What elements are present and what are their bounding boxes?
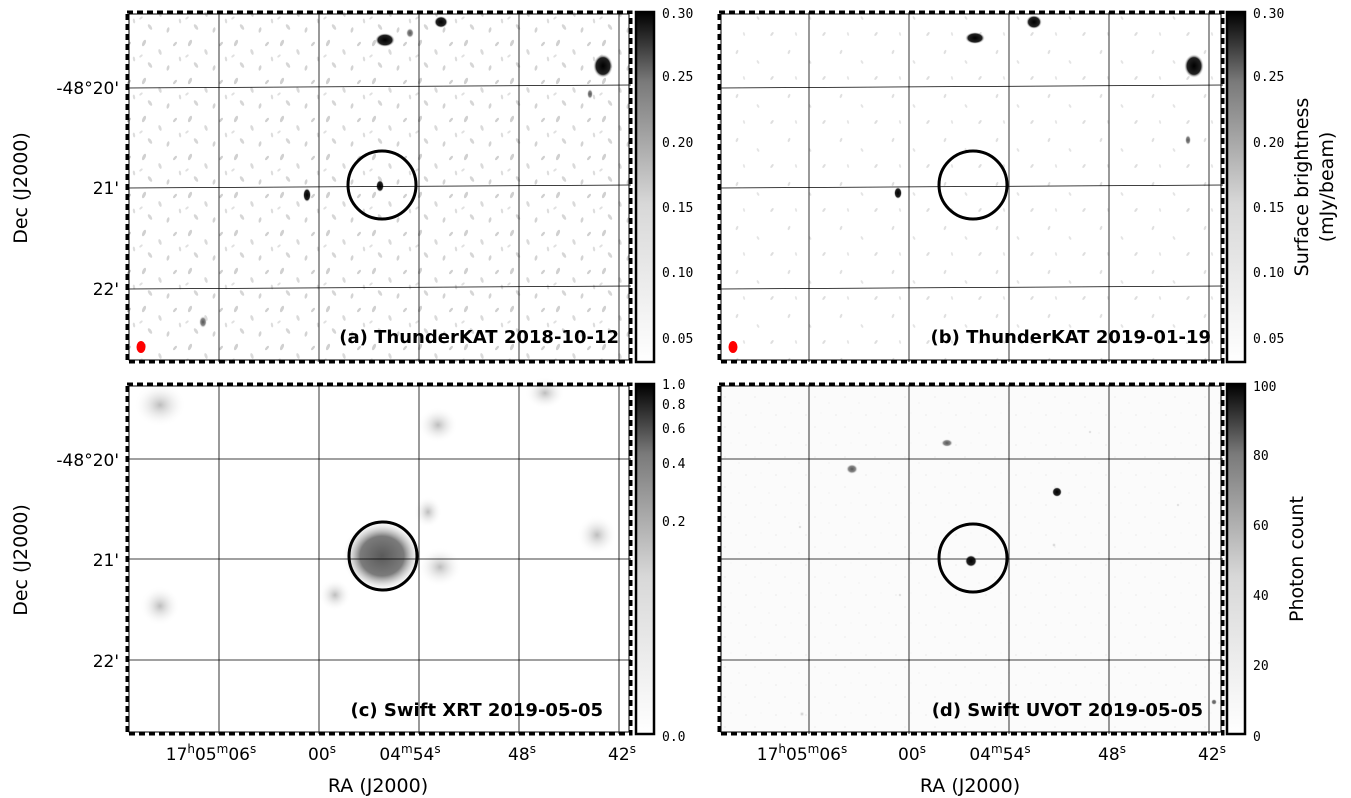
uv-sources	[798, 430, 1217, 717]
x-axis-label-right: RA (J2000)	[920, 775, 1020, 797]
target-circle	[937, 149, 1009, 221]
colorbar-tick: 100	[1253, 380, 1276, 395]
colorbar-tick: 80	[1253, 449, 1269, 464]
xray-sources	[134, 377, 617, 626]
ra-tick-label: 00s	[308, 742, 336, 765]
colorbar-title: Surface brightness	[1291, 98, 1313, 277]
colorbar-b: 0.30 0.25 0.20 0.15 0.10 0.05 Surface br…	[1225, 7, 1338, 364]
dec-tick-label: 22'	[93, 280, 119, 300]
colorbar-tick: 0.8	[662, 398, 685, 413]
colorbar-tick: 40	[1253, 589, 1269, 604]
ra-tick-label: 42s	[1198, 742, 1226, 765]
colorbar-tick: 0.15	[662, 201, 693, 216]
colorbar-tick: 0.20	[1253, 136, 1284, 151]
panel-b: (b) ThunderKAT 2019-01-19	[717, 10, 1225, 364]
ra-tick-label: 48s	[1098, 742, 1126, 765]
ra-tick-label: 04m54s	[379, 742, 440, 765]
y-axis-label-bottom: Dec (J2000)	[10, 504, 32, 616]
colorbar-tick: 0.2	[662, 515, 685, 530]
target-circle	[346, 149, 418, 221]
colorbar-tick: 0	[1253, 730, 1261, 745]
colorbar-tick: 0.30	[1253, 7, 1284, 22]
target-circle	[347, 520, 419, 592]
colorbar-unit: (mJy/beam)	[1316, 132, 1338, 242]
colorbar-title: Photon count	[1286, 496, 1308, 622]
panel-label: (d) Swift UVOT 2019-05-05	[932, 700, 1203, 721]
colorbar-d: 100 80 60 40 20 0 Photon count	[1225, 380, 1308, 745]
ra-tick-label: 04m54s	[969, 742, 1030, 765]
dec-tick-label: 21'	[93, 179, 119, 199]
radio-sources	[199, 16, 613, 328]
colorbar-tick: 0.10	[1253, 266, 1284, 281]
panel-c: (c) Swift XRT 2019-05-05	[125, 377, 633, 736]
ra-tick-label: 42s	[608, 742, 636, 765]
colorbar-tick: 0.0	[662, 730, 685, 745]
dec-tick-label: -48°20'	[56, 79, 119, 99]
colorbar-tick: 0.6	[662, 422, 685, 437]
dec-tick-label: -48°20'	[56, 451, 119, 471]
beam-ellipse	[136, 341, 146, 353]
colorbar-tick: 0.05	[662, 332, 693, 347]
colorbar-tick: 20	[1253, 659, 1269, 674]
colorbar-a: 0.30 0.25 0.20 0.15 0.10 0.05	[634, 7, 693, 364]
colorbar-tick: 60	[1253, 519, 1269, 534]
ra-tick-label: 48s	[508, 742, 536, 765]
colorbar-c: 1.0 0.8 0.6 0.4 0.2 0.0	[634, 378, 686, 745]
ra-ticks-right: 17h05m06s 00s 04m54s 48s 42s	[757, 742, 1226, 765]
colorbar-tick: 0.25	[1253, 70, 1284, 85]
ra-tick-label: 17h05m06s	[166, 742, 257, 765]
panel-label: (c) Swift XRT 2019-05-05	[351, 700, 603, 721]
ra-tick-label: 00s	[898, 742, 926, 765]
radio-sources	[894, 15, 1204, 199]
panel-d: (d) Swift UVOT 2019-05-05	[717, 382, 1225, 736]
y-axis-label-top: Dec (J2000)	[10, 132, 32, 244]
colorbar-tick: 0.10	[662, 266, 693, 281]
colorbar-tick: 0.30	[662, 7, 693, 22]
panel-label: (b) ThunderKAT 2019-01-19	[931, 327, 1211, 348]
colorbar-tick: 0.05	[1253, 332, 1284, 347]
colorbar-tick: 0.20	[662, 136, 693, 151]
dec-tick-label: 21'	[93, 551, 119, 571]
x-axis-label-left: RA (J2000)	[328, 775, 428, 797]
ra-ticks-left: 17h05m06s 00s 04m54s 48s 42s	[166, 742, 636, 765]
dec-tick-label: 22'	[93, 652, 119, 672]
panel-a: (a) ThunderKAT 2018-10-12	[125, 10, 633, 364]
colorbar-tick: 0.4	[662, 457, 686, 472]
colorbar-tick: 0.15	[1253, 201, 1284, 216]
target-circle	[937, 522, 1009, 594]
beam-ellipse	[728, 341, 738, 353]
ra-tick-label: 17h05m06s	[757, 742, 848, 765]
colorbar-tick: 1.0	[662, 378, 685, 393]
colorbar-tick: 0.25	[662, 70, 693, 85]
panel-label: (a) ThunderKAT 2018-10-12	[339, 327, 619, 348]
